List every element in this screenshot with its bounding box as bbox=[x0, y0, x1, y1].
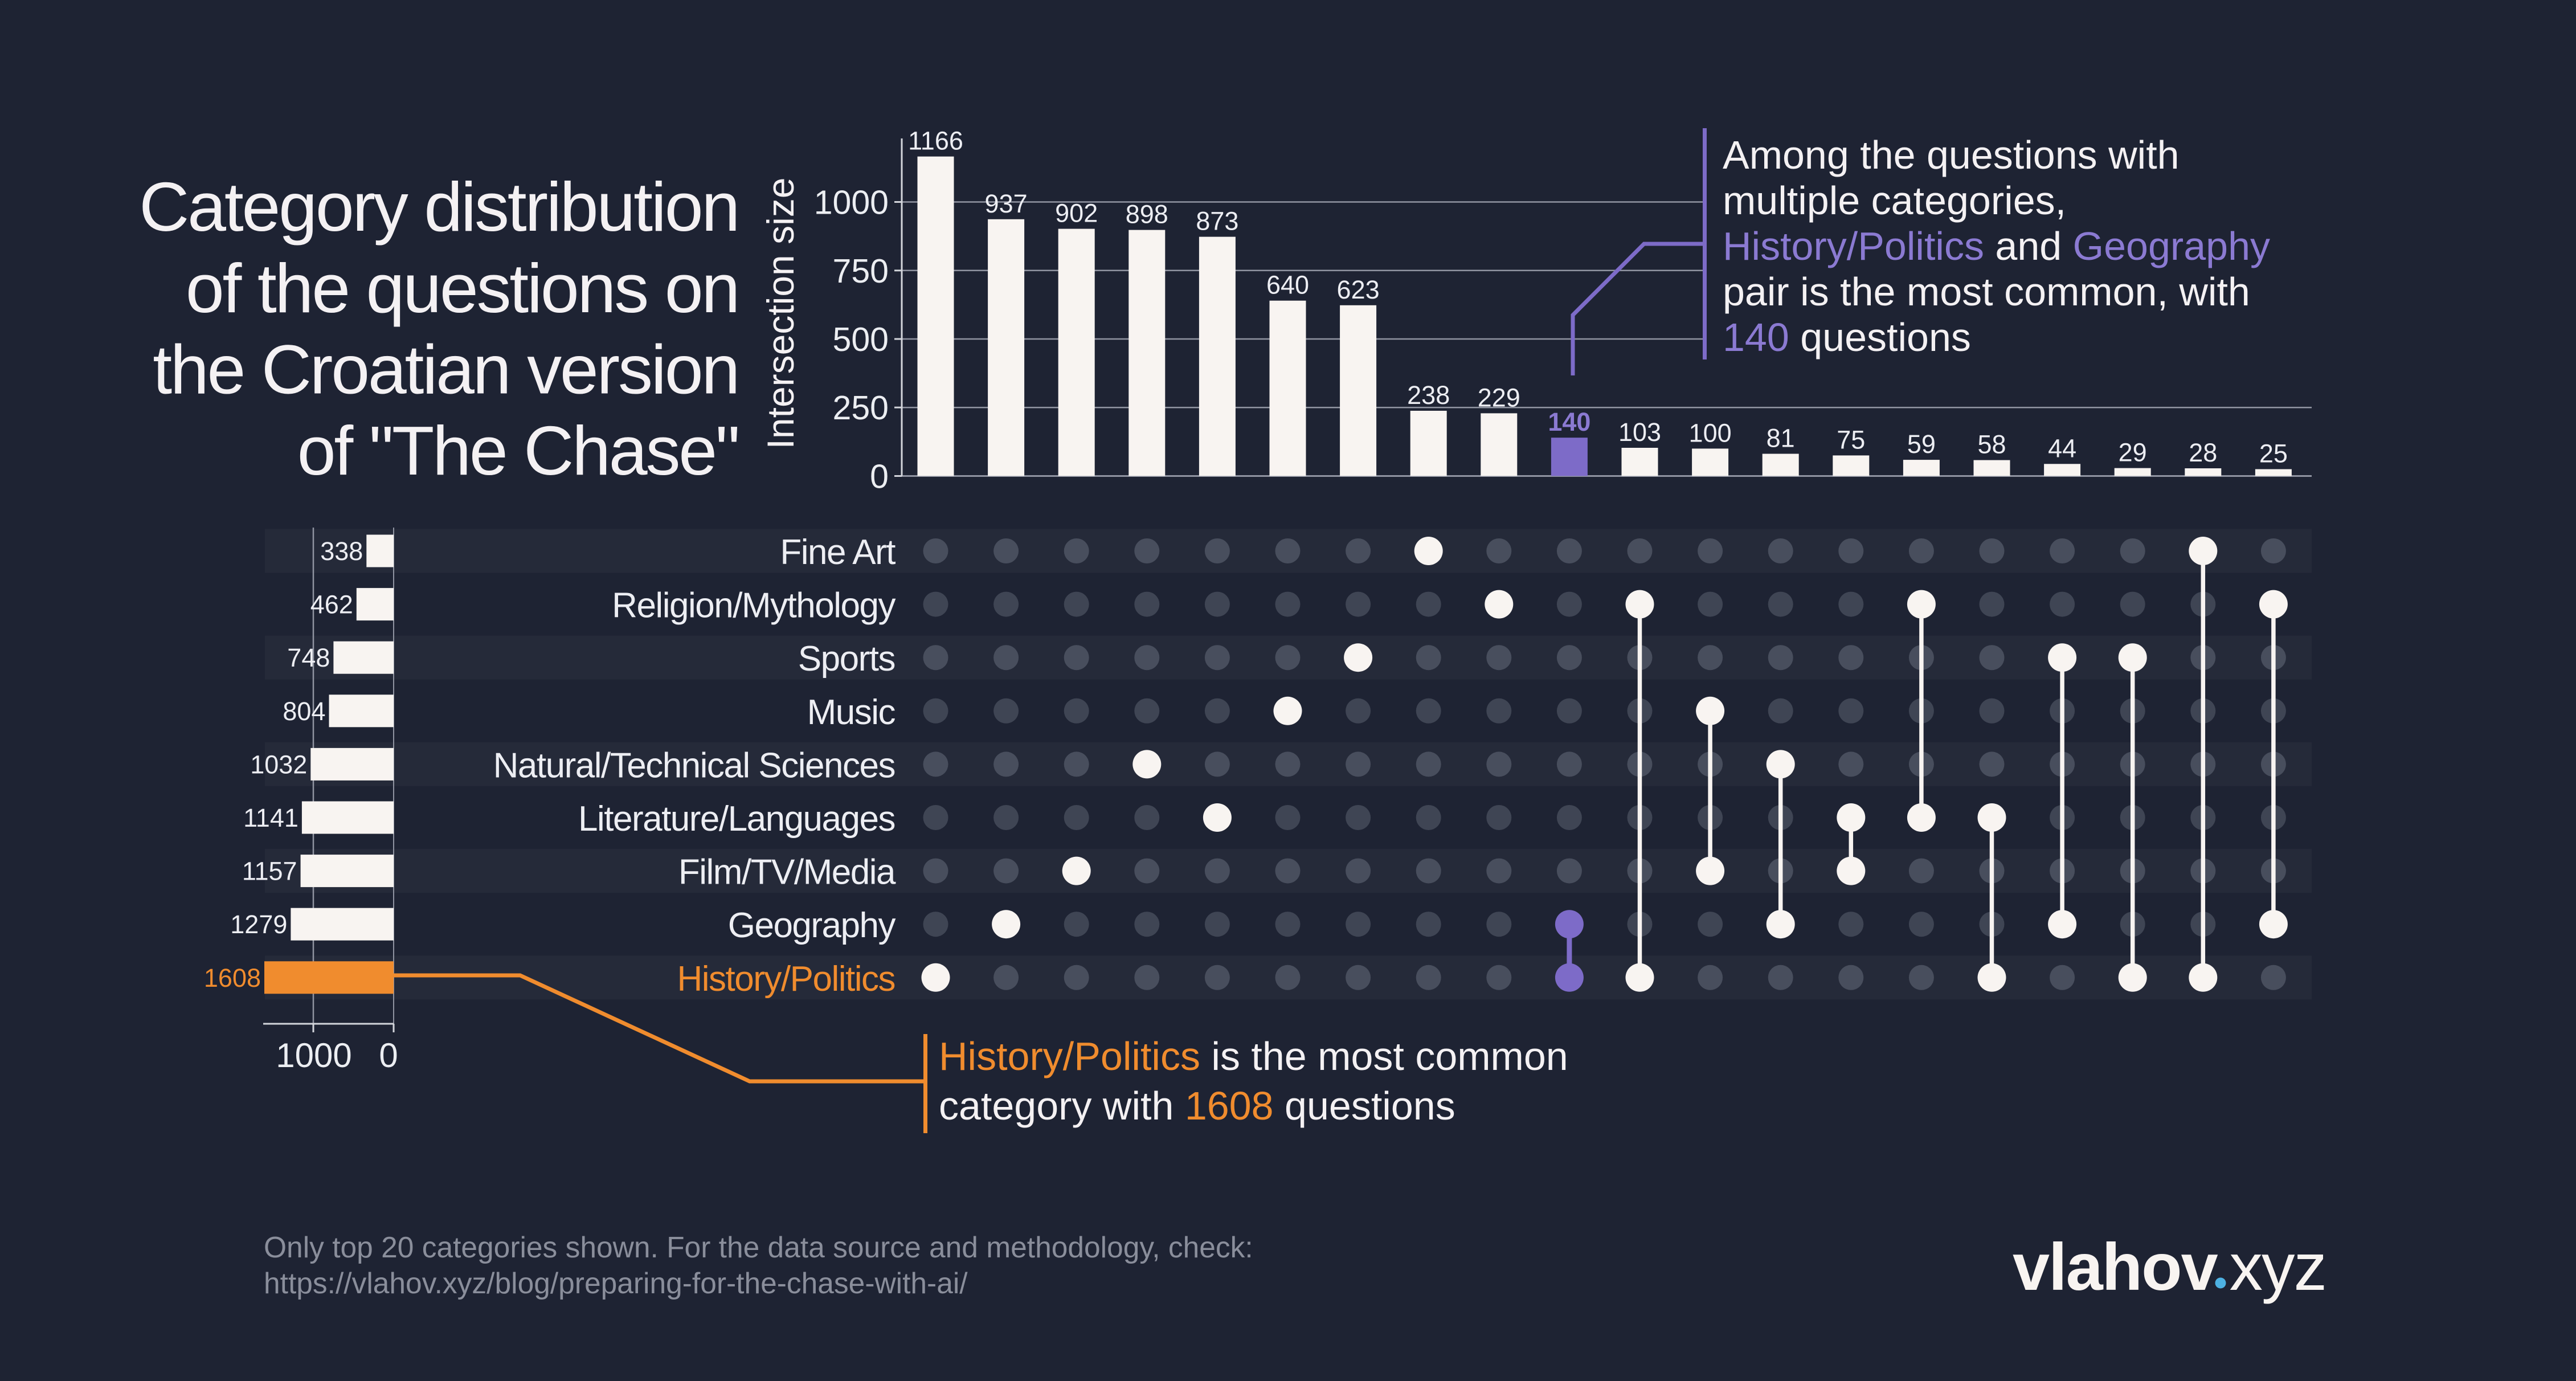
svg-text:Only top 20 categories shown.: Only top 20 categories shown. For the da… bbox=[264, 1231, 1253, 1264]
svg-text:https://vlahov.xyz/blog/prepar: https://vlahov.xyz/blog/preparing-for-th… bbox=[264, 1266, 968, 1300]
svg-text:History/Politics is the most c: History/Politics is the most common bbox=[939, 1034, 1568, 1078]
svg-text:Sports: Sports bbox=[798, 639, 895, 679]
svg-text:category with 1608 questions: category with 1608 questions bbox=[939, 1084, 1455, 1128]
svg-text:140: 140 bbox=[1548, 407, 1590, 436]
svg-text:140 questions: 140 questions bbox=[1723, 315, 1971, 359]
svg-text:623: 623 bbox=[1337, 275, 1380, 304]
svg-text:History/Politics and Geography: History/Politics and Geography bbox=[1723, 224, 2270, 268]
svg-text:640: 640 bbox=[1266, 271, 1309, 300]
svg-text:Among the questions with: Among the questions with bbox=[1723, 133, 2180, 177]
svg-text:of the questions on: of the questions on bbox=[186, 250, 738, 327]
svg-text:750: 750 bbox=[833, 252, 889, 290]
svg-text:873: 873 bbox=[1196, 207, 1238, 236]
svg-text:229: 229 bbox=[1478, 383, 1520, 412]
svg-text:1141: 1141 bbox=[243, 803, 299, 832]
svg-text:250: 250 bbox=[833, 389, 889, 427]
svg-text:25: 25 bbox=[2259, 439, 2288, 468]
svg-text:81: 81 bbox=[1767, 424, 1795, 453]
svg-text:History/Politics: History/Politics bbox=[677, 959, 895, 999]
svg-text:238: 238 bbox=[1407, 381, 1450, 410]
svg-text:29: 29 bbox=[2119, 438, 2147, 467]
svg-text:28: 28 bbox=[2189, 438, 2217, 467]
svg-text:multiple categories,: multiple categories, bbox=[1723, 178, 2066, 223]
svg-text:Natural/Technical Sciences: Natural/Technical Sciences bbox=[493, 746, 895, 785]
svg-text:898: 898 bbox=[1126, 200, 1168, 229]
svg-text:Category distribution: Category distribution bbox=[139, 168, 738, 246]
svg-text:338: 338 bbox=[320, 537, 363, 566]
svg-text:100: 100 bbox=[1689, 418, 1732, 447]
svg-text:Geography: Geography bbox=[728, 906, 896, 945]
svg-text:Film/TV/Media: Film/TV/Media bbox=[678, 853, 896, 892]
svg-text:462: 462 bbox=[310, 590, 353, 619]
svg-text:Literature/Languages: Literature/Languages bbox=[578, 799, 895, 839]
svg-text:103: 103 bbox=[1618, 418, 1661, 447]
svg-text:1032: 1032 bbox=[250, 750, 307, 779]
svg-text:1166: 1166 bbox=[908, 126, 963, 156]
svg-text:pair is the most common, with: pair is the most common, with bbox=[1723, 269, 2250, 314]
svg-text:1608: 1608 bbox=[204, 963, 261, 992]
svg-text:44: 44 bbox=[2048, 434, 2076, 463]
svg-text:1000: 1000 bbox=[814, 184, 889, 222]
svg-text:1279: 1279 bbox=[230, 910, 287, 939]
svg-text:59: 59 bbox=[1907, 430, 1936, 459]
svg-text:804: 804 bbox=[283, 697, 325, 726]
svg-text:500: 500 bbox=[833, 321, 889, 358]
svg-text:vlahov.xyz: vlahov.xyz bbox=[2013, 1229, 2326, 1304]
svg-text:Fine Art: Fine Art bbox=[780, 533, 896, 572]
svg-text:0: 0 bbox=[870, 458, 889, 496]
svg-text:937: 937 bbox=[985, 189, 1028, 218]
svg-text:75: 75 bbox=[1837, 425, 1865, 454]
svg-text:902: 902 bbox=[1055, 199, 1098, 228]
svg-text:1157: 1157 bbox=[242, 857, 297, 886]
svg-text:Religion/Mythology: Religion/Mythology bbox=[612, 586, 896, 626]
svg-text:of "The Chase": of "The Chase" bbox=[297, 412, 738, 489]
svg-text:1000: 1000 bbox=[276, 1036, 351, 1074]
svg-text:Music: Music bbox=[807, 693, 896, 732]
svg-text:Intersection size: Intersection size bbox=[759, 178, 802, 450]
svg-text:0: 0 bbox=[379, 1036, 398, 1074]
svg-text:748: 748 bbox=[287, 643, 330, 672]
svg-text:the Croatian version: the Croatian version bbox=[153, 331, 738, 408]
svg-text:58: 58 bbox=[1977, 430, 2006, 459]
